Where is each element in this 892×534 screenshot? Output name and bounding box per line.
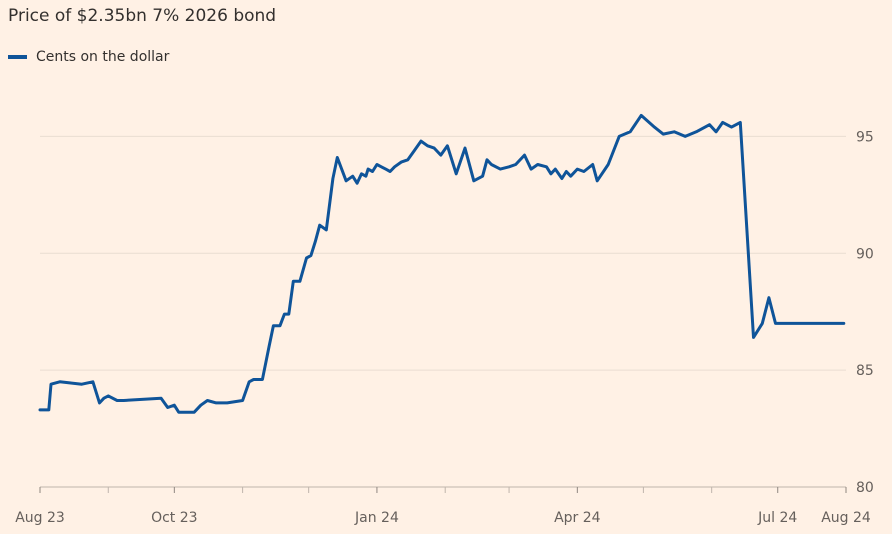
y-tick-label: 90: [856, 246, 874, 262]
legend: Cents on the dollar: [8, 49, 169, 65]
legend-swatch: [8, 55, 27, 59]
x-tick-label: Jan 24: [354, 510, 399, 526]
legend-label: Cents on the dollar: [36, 49, 170, 65]
y-tick-label: 85: [856, 363, 874, 379]
x-tick-label: Aug 23: [15, 510, 65, 526]
y-tick-label: 95: [856, 129, 874, 145]
chart-title: Price of $2.35bn 7% 2026 bond: [8, 6, 277, 26]
x-tick-label: Jul 24: [757, 510, 797, 526]
series-line: [38, 113, 846, 414]
x-tick-label: Oct 23: [151, 510, 197, 526]
x-tick-label: Apr 24: [554, 510, 601, 526]
x-tick-label: Aug 24: [821, 510, 871, 526]
y-tick-label: 80: [856, 480, 874, 496]
